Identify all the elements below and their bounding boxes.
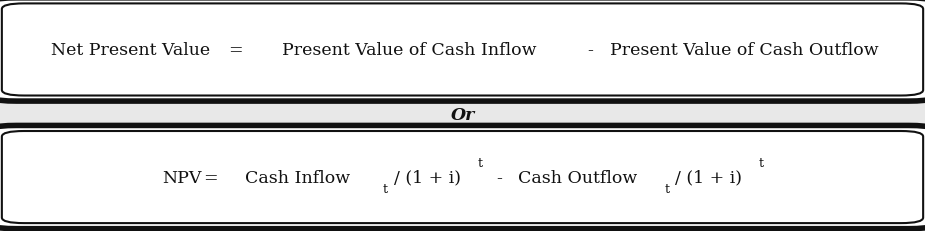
Text: t: t [758, 157, 763, 170]
Text: =: = [228, 42, 243, 59]
FancyBboxPatch shape [0, 126, 925, 229]
Text: / (1 + i): / (1 + i) [675, 169, 742, 186]
Text: Cash Inflow: Cash Inflow [245, 169, 351, 186]
Text: t: t [383, 182, 388, 195]
Text: -: - [587, 42, 593, 59]
Text: t: t [664, 182, 669, 195]
FancyBboxPatch shape [0, 0, 925, 102]
FancyBboxPatch shape [2, 4, 923, 96]
Text: Cash Outflow: Cash Outflow [518, 169, 637, 186]
Text: NPV: NPV [162, 169, 202, 186]
Text: Present Value of Cash Inflow: Present Value of Cash Inflow [282, 42, 536, 59]
Text: -: - [497, 169, 502, 186]
Text: Or: Or [450, 107, 475, 124]
FancyBboxPatch shape [2, 131, 923, 223]
Text: Net Present Value: Net Present Value [51, 42, 210, 59]
Text: / (1 + i): / (1 + i) [394, 169, 461, 186]
Text: Present Value of Cash Outflow: Present Value of Cash Outflow [610, 42, 879, 59]
Text: t: t [477, 157, 482, 170]
Text: =: = [204, 169, 218, 186]
